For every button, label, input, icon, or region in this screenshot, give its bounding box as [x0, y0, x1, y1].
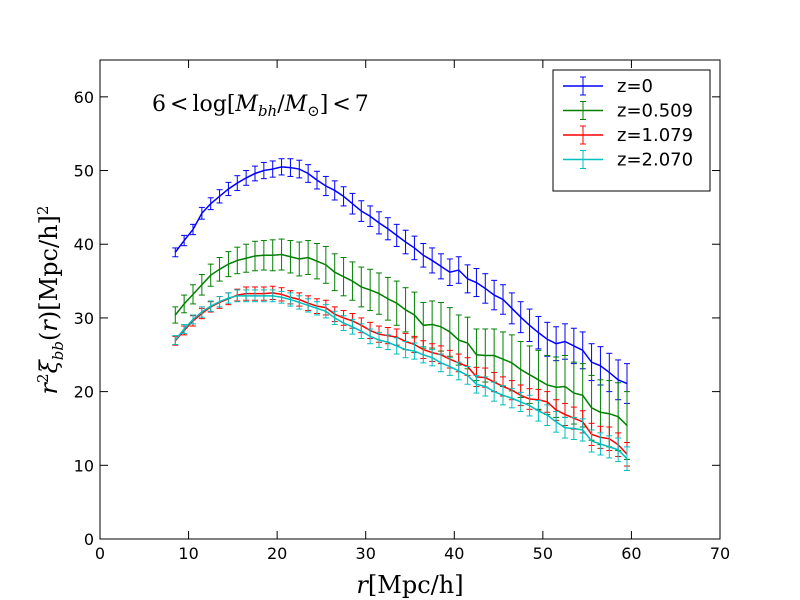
x-tick-label: 30 [356, 544, 376, 563]
legend-item: z=1.079 [563, 125, 693, 146]
series-z=0.509 [172, 238, 630, 460]
legend-item: z=0.509 [563, 101, 693, 122]
legend-label: z=0.509 [617, 101, 693, 122]
legend-label: z=0 [617, 76, 653, 97]
axis-ticks: 0 10 20 30 40 50 60 70 0 10 20 30 40 50 60 [74, 60, 730, 563]
series-layer [172, 158, 630, 471]
legend-label: z=1.079 [617, 125, 693, 146]
x-tick-label: 50 [533, 544, 553, 563]
y-tick-label: 60 [74, 88, 94, 107]
x-axis-label: r[Mpc/h] [356, 571, 463, 599]
x-tick-label: 40 [444, 544, 464, 563]
plot-frame [99, 59, 721, 540]
series-line [174, 253, 628, 427]
y-tick-label: 40 [74, 235, 94, 254]
series-z=1.079 [172, 285, 630, 467]
series-line [174, 166, 628, 385]
y-axis-label: r2ξbb(r)[Mpc/h]2 [34, 206, 67, 395]
x-tick-label: 0 [95, 544, 105, 563]
series-z=2.070 [172, 289, 630, 471]
series-line [174, 292, 628, 455]
mass-range-annotation: 6 < log[Mbh/M⊙] <7 [152, 92, 369, 120]
y-tick-label: 50 [74, 162, 94, 181]
y-tick-label: 20 [74, 383, 94, 402]
x-tick-label: 10 [178, 544, 198, 563]
legend-item: z=0 [563, 76, 653, 97]
legend-label: z=2.070 [617, 150, 693, 171]
series-z=0 [172, 158, 630, 404]
x-tick-label: 20 [267, 544, 287, 563]
y-tick-label: 30 [74, 309, 94, 328]
y-tick-label: 0 [84, 530, 94, 549]
series-line [174, 295, 628, 460]
x-tick-label: 60 [621, 544, 641, 563]
legend-box [552, 69, 711, 192]
y-tick-label: 10 [74, 456, 94, 475]
x-tick-label: 70 [710, 544, 730, 563]
legend-item: z=2.070 [563, 150, 693, 171]
legend: z=0 z=0.509 z=1.079 z=2.070 [552, 69, 711, 192]
